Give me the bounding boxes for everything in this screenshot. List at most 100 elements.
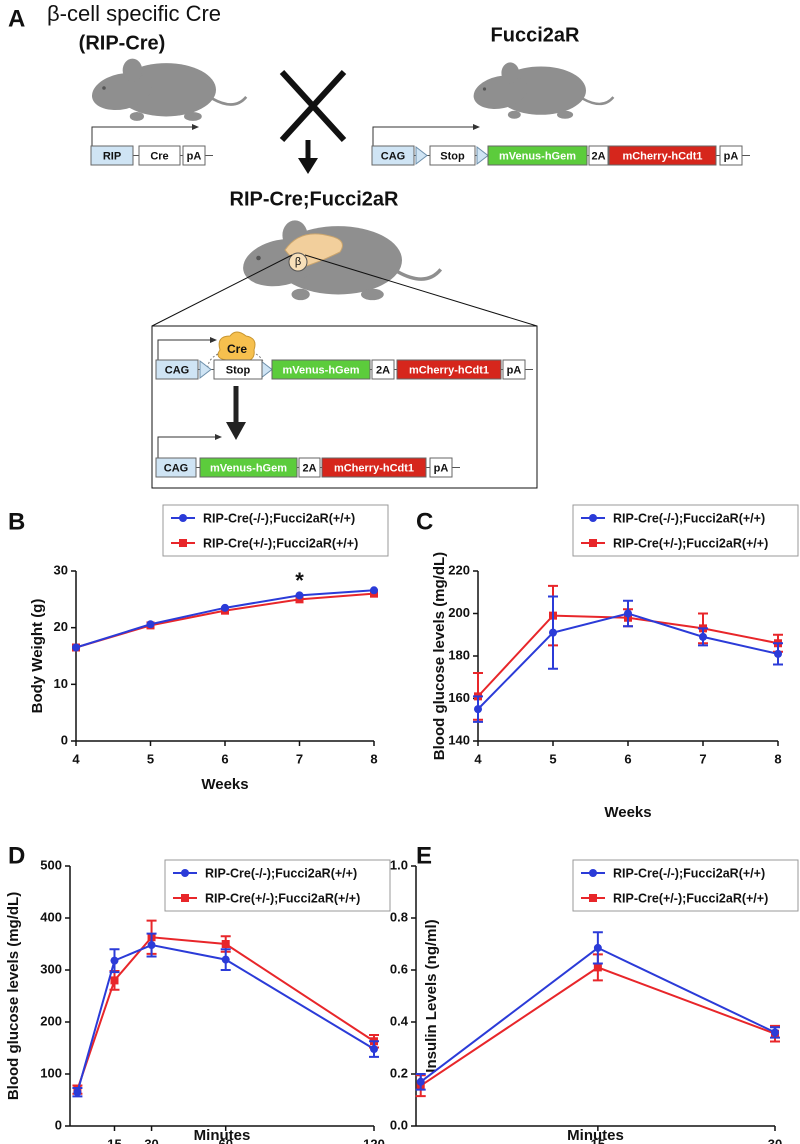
legend-marker: [181, 894, 189, 902]
construct-label: mVenus-hGem: [210, 462, 287, 474]
construct-element: [371, 359, 395, 380]
promoter-arrow: [157, 436, 215, 458]
legend-label: RIP-Cre(-/-);Fucci2aR(+/+): [203, 511, 355, 525]
x-axis-title: Weeks: [201, 776, 248, 793]
annotation: *: [295, 568, 304, 593]
data-point: [771, 1028, 779, 1037]
mouse-icon: [88, 57, 248, 123]
series-line: [75, 589, 375, 649]
data-point: [221, 603, 229, 612]
loxp-site: [415, 145, 428, 166]
data-point: [370, 1045, 378, 1054]
down-arrow: [298, 140, 318, 174]
legend-label: RIP-Cre(-/-);Fucci2aR(+/+): [613, 866, 765, 880]
construct-label: mCherry-hCdt1: [409, 364, 489, 376]
data-point: [72, 643, 80, 652]
construct-label: pA: [507, 364, 522, 376]
y-tick-label: 500: [40, 857, 62, 872]
construct-element: [182, 145, 206, 166]
y-tick-label: 400: [40, 909, 62, 924]
construct-element: [90, 145, 134, 166]
legend-box: [572, 504, 799, 557]
panel-label: C: [416, 508, 433, 535]
legend-marker: [589, 894, 597, 902]
y-axis-title: Blood glucose levels (mg/dL): [431, 552, 448, 760]
y-tick-label: 200: [40, 1013, 62, 1028]
legend-marker: [179, 514, 187, 522]
data-point: [110, 956, 119, 965]
legend-box: [162, 504, 389, 557]
promoter-arrowhead: [473, 124, 480, 130]
y-tick-label: 180: [448, 647, 470, 662]
legend-label: RIP-Cre(+/-);Fucci2aR(+/+): [205, 891, 360, 905]
loxp-site: [260, 359, 273, 380]
series-line: [477, 614, 779, 698]
beta-cell-label: β: [295, 256, 301, 268]
data-point: [774, 649, 782, 658]
data-point: [699, 632, 707, 641]
panel-label: A: [8, 5, 25, 32]
x-tick-label: 7: [296, 751, 303, 766]
cre-line-title: β-cell specific Cre: [47, 1, 221, 26]
y-tick-label: 0.2: [390, 1065, 408, 1080]
construct-element: [199, 457, 298, 478]
construct-element: [429, 457, 453, 478]
x-axis-title: Minutes: [567, 1127, 624, 1144]
x-tick-label: 4: [474, 751, 482, 766]
promoter-arrowhead: [210, 337, 217, 343]
x-axis-title: Weeks: [604, 804, 651, 821]
construct-label: mCherry-hCdt1: [334, 462, 414, 474]
legend-marker: [181, 869, 189, 877]
legend-marker: [179, 539, 187, 547]
cre-line-name: (RIP-Cre): [79, 32, 166, 54]
cre-enzyme-label: Cre: [227, 342, 247, 356]
legend-label: RIP-Cre(+/-);Fucci2aR(+/+): [203, 536, 358, 550]
x-tick-label: 30: [144, 1136, 158, 1144]
construct-label: CAG: [164, 462, 188, 474]
legend-label: RIP-Cre(+/-);Fucci2aR(+/+): [613, 536, 768, 550]
construct-label: pA: [724, 150, 739, 162]
legend-label: RIP-Cre(-/-);Fucci2aR(+/+): [613, 511, 765, 525]
data-point: [370, 586, 378, 595]
reporter-line-name: Fucci2aR: [491, 24, 580, 46]
legend-marker: [589, 869, 597, 877]
legend-box: [572, 859, 799, 912]
data-point: [593, 963, 602, 972]
x-tick-label: 5: [549, 751, 556, 766]
y-tick-label: 10: [54, 676, 68, 691]
construct-element: [155, 359, 199, 380]
construct-label: pA: [187, 150, 202, 162]
construct-label: Stop: [440, 150, 465, 162]
construct-label: RIP: [103, 150, 121, 162]
y-tick-label: 0.6: [390, 961, 408, 976]
mouse-icon: [238, 218, 443, 302]
construct-element: [608, 145, 717, 166]
x-tick-label: 5: [147, 751, 154, 766]
promoter-arrow: [91, 126, 192, 146]
x-tick-label: 30: [768, 1136, 782, 1144]
y-tick-label: 0.8: [390, 909, 408, 924]
legend-label: RIP-Cre(+/-);Fucci2aR(+/+): [613, 891, 768, 905]
y-tick-label: 20: [54, 619, 68, 634]
promoter-arrowhead: [215, 434, 222, 440]
x-tick-label: 60: [218, 1136, 232, 1144]
data-point: [295, 591, 304, 600]
y-tick-label: 0: [61, 732, 68, 747]
x-axis-title: Minutes: [194, 1127, 251, 1144]
y-axis-title: Blood glucose levels (mg/dL): [5, 892, 22, 1100]
construct-label: mVenus-hGem: [499, 150, 576, 162]
construct-element: [298, 457, 321, 478]
construct-label: CAG: [165, 364, 189, 376]
data-point: [110, 976, 119, 985]
data-point: [593, 943, 602, 952]
panel-label: E: [416, 842, 432, 869]
construct-element: [429, 145, 476, 166]
x-tick-label: 7: [699, 751, 706, 766]
x-tick-label: 15: [107, 1136, 121, 1144]
construct-label: CAG: [381, 150, 405, 162]
construct-label: Cre: [150, 150, 168, 162]
promoter-arrow: [372, 126, 473, 146]
inset-box: [151, 325, 538, 489]
x-tick-label: 4: [72, 751, 80, 766]
y-tick-label: 160: [448, 690, 470, 705]
